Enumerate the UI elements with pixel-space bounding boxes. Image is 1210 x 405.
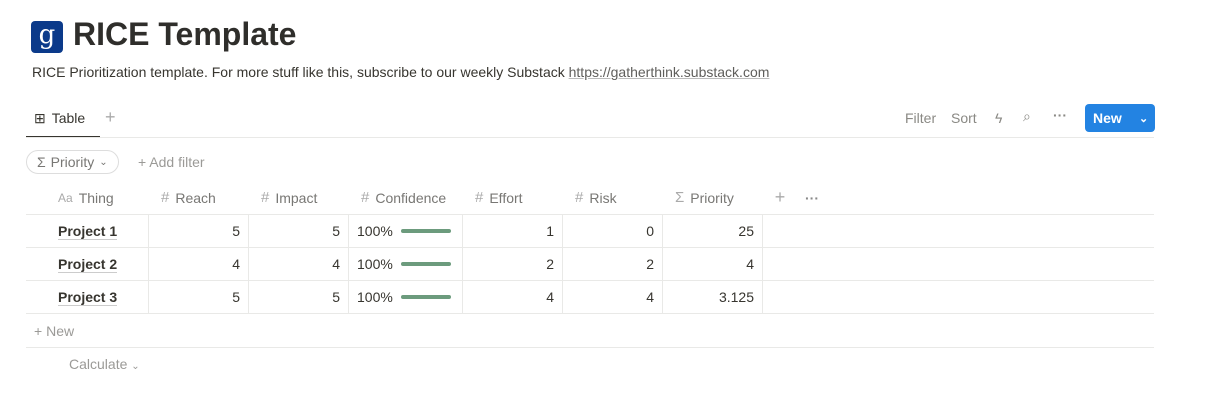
cell-impact[interactable]: 5 (249, 215, 349, 247)
chip-label: Priority (50, 154, 95, 170)
cell-risk[interactable]: 2 (563, 248, 663, 280)
more-columns-icon[interactable]: ··· (805, 189, 819, 206)
chevron-down-icon: ⌄ (131, 361, 140, 372)
confidence-progress-bar (400, 229, 451, 233)
number-type-icon: # (575, 189, 584, 206)
search-icon[interactable]: ⌕ (1023, 108, 1031, 124)
page-description: RICE Prioritization template. For more s… (32, 64, 769, 80)
cell-effort[interactable]: 2 (463, 248, 563, 280)
cell-thing[interactable]: Project 1 (26, 215, 149, 247)
column-label: Risk (589, 189, 617, 206)
confidence-value: 100% (357, 289, 393, 305)
divider (26, 137, 1154, 138)
column-label: Priority (690, 189, 734, 206)
table-header: Aa Thing # Reach # Impact # Confidence # Effo… (26, 181, 1154, 215)
column-header-thing[interactable]: Aa Thing (26, 181, 149, 214)
column-label: Effort (489, 189, 523, 206)
table-row: Project 3 5 5 100% 4 4 3.125 (26, 281, 1154, 314)
calculate-label: Calculate (69, 356, 128, 372)
add-view-button[interactable]: + (105, 107, 116, 127)
add-filter-button[interactable]: + Add filter (138, 154, 205, 170)
column-header-risk[interactable]: # Risk (563, 181, 663, 214)
sort-button[interactable]: Sort (951, 110, 977, 126)
text-type-icon: Aa (58, 190, 73, 205)
cell-confidence[interactable]: 100% (349, 281, 463, 313)
confidence-progress-bar (400, 262, 451, 266)
table-row: Project 2 4 4 100% 2 2 4 (26, 248, 1154, 281)
cell-impact[interactable]: 4 (249, 248, 349, 280)
new-row-button[interactable]: + New (34, 323, 75, 339)
cell-priority[interactable]: 25 (663, 215, 763, 247)
cell-thing[interactable]: Project 3 (26, 281, 149, 313)
project-name[interactable]: Project 2 (58, 255, 118, 273)
number-type-icon: # (361, 189, 370, 206)
column-label: Confidence (375, 189, 447, 206)
confidence-value: 100% (357, 223, 393, 239)
cell-effort[interactable]: 4 (463, 281, 563, 313)
sigma-icon: Σ (37, 154, 46, 170)
formula-type-icon: Σ (675, 189, 685, 206)
cell-reach[interactable]: 5 (149, 281, 249, 313)
calculate-button[interactable]: Calculate ⌄ (69, 356, 140, 372)
confidence-value: 100% (357, 256, 393, 272)
cell-confidence[interactable]: 100% (349, 248, 463, 280)
cell-effort[interactable]: 1 (463, 215, 563, 247)
more-options-icon[interactable]: ··· (1053, 107, 1067, 123)
column-header-effort[interactable]: # Effort (463, 181, 563, 214)
cell-risk[interactable]: 0 (563, 215, 663, 247)
chevron-down-icon: ⌄ (99, 156, 108, 168)
number-type-icon: # (161, 189, 170, 206)
cell-impact[interactable]: 5 (249, 281, 349, 313)
chevron-down-icon[interactable]: ⌄ (1139, 112, 1149, 125)
project-name[interactable]: Project 1 (58, 222, 118, 240)
priority-sort-chip[interactable]: Σ Priority ⌄ (26, 150, 119, 174)
tab-label: Table (51, 110, 86, 126)
table-row: Project 1 5 5 100% 1 0 25 (26, 215, 1154, 248)
new-row-label: New (46, 323, 75, 339)
table-icon: ⊞ (34, 109, 46, 126)
logo: g (31, 21, 63, 53)
cell-risk[interactable]: 4 (563, 281, 663, 313)
filter-button[interactable]: Filter (905, 110, 937, 126)
column-header-reach[interactable]: # Reach (149, 181, 249, 214)
cell-priority[interactable]: 3.125 (663, 281, 763, 313)
cell-priority[interactable]: 4 (663, 248, 763, 280)
page-title: RICE Template (73, 16, 297, 52)
column-header-confidence[interactable]: # Confidence (349, 181, 463, 214)
project-name[interactable]: Project 3 (58, 288, 118, 306)
substack-link[interactable]: https://gatherthink.substack.com (568, 64, 770, 80)
cell-confidence[interactable]: 100% (349, 215, 463, 247)
confidence-progress-bar (400, 295, 451, 299)
cell-reach[interactable]: 4 (149, 248, 249, 280)
add-filter-label: Add filter (149, 154, 205, 170)
cell-reach[interactable]: 5 (149, 215, 249, 247)
tab-table[interactable]: ⊞ Table (26, 100, 100, 138)
cell-thing[interactable]: Project 2 (26, 248, 149, 280)
add-column-button[interactable]: + (774, 187, 786, 207)
new-button[interactable]: New ⌄ (1085, 104, 1155, 132)
number-type-icon: # (261, 189, 270, 206)
column-header-impact[interactable]: # Impact (249, 181, 349, 214)
new-label: New (1093, 110, 1122, 126)
divider (26, 347, 1154, 348)
column-label: Impact (275, 189, 318, 206)
column-label: Reach (175, 189, 216, 206)
description-text: RICE Prioritization template. For more s… (32, 64, 569, 80)
number-type-icon: # (475, 189, 484, 206)
automation-icon[interactable]: ϟ (995, 110, 1003, 126)
column-header-priority[interactable]: Σ Priority (663, 181, 763, 214)
column-label: Thing (78, 189, 114, 206)
